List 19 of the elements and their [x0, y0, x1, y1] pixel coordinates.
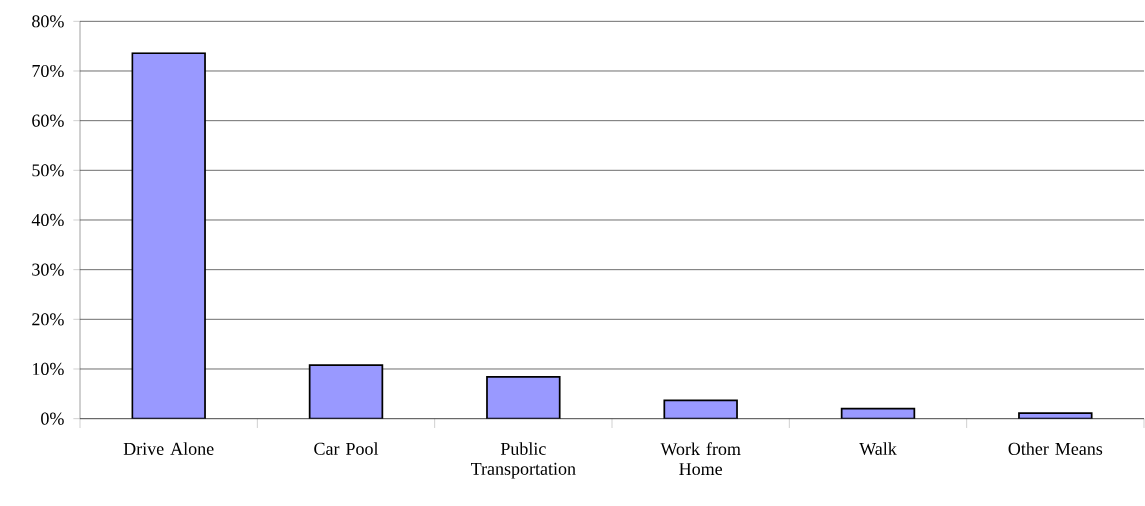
bar [663, 399, 738, 419]
y-tick-label: 70% [32, 64, 64, 78]
bar [131, 52, 206, 419]
y-tick-label: 40% [31, 213, 64, 227]
y-tick-label: 60% [32, 114, 64, 127]
x-tick-label: Drive Alone [123, 442, 214, 455]
y-tick-label: 50% [32, 164, 64, 177]
x-tick-label: Car Pool [314, 442, 379, 455]
y-tick-label: 30% [32, 263, 64, 276]
x-tick-label: Other Means [1008, 442, 1103, 455]
bar [486, 376, 561, 419]
x-tick-label: Work from Home [660, 442, 741, 476]
x-tick-label: Walk [859, 442, 897, 456]
x-tick-label: Public Transportation [471, 442, 576, 479]
y-tick-label: 0% [41, 412, 64, 425]
bar [308, 364, 384, 419]
y-tick-label: 10% [33, 362, 64, 376]
y-tick-label: 20% [32, 313, 64, 326]
y-tick-label: 80% [32, 15, 64, 28]
